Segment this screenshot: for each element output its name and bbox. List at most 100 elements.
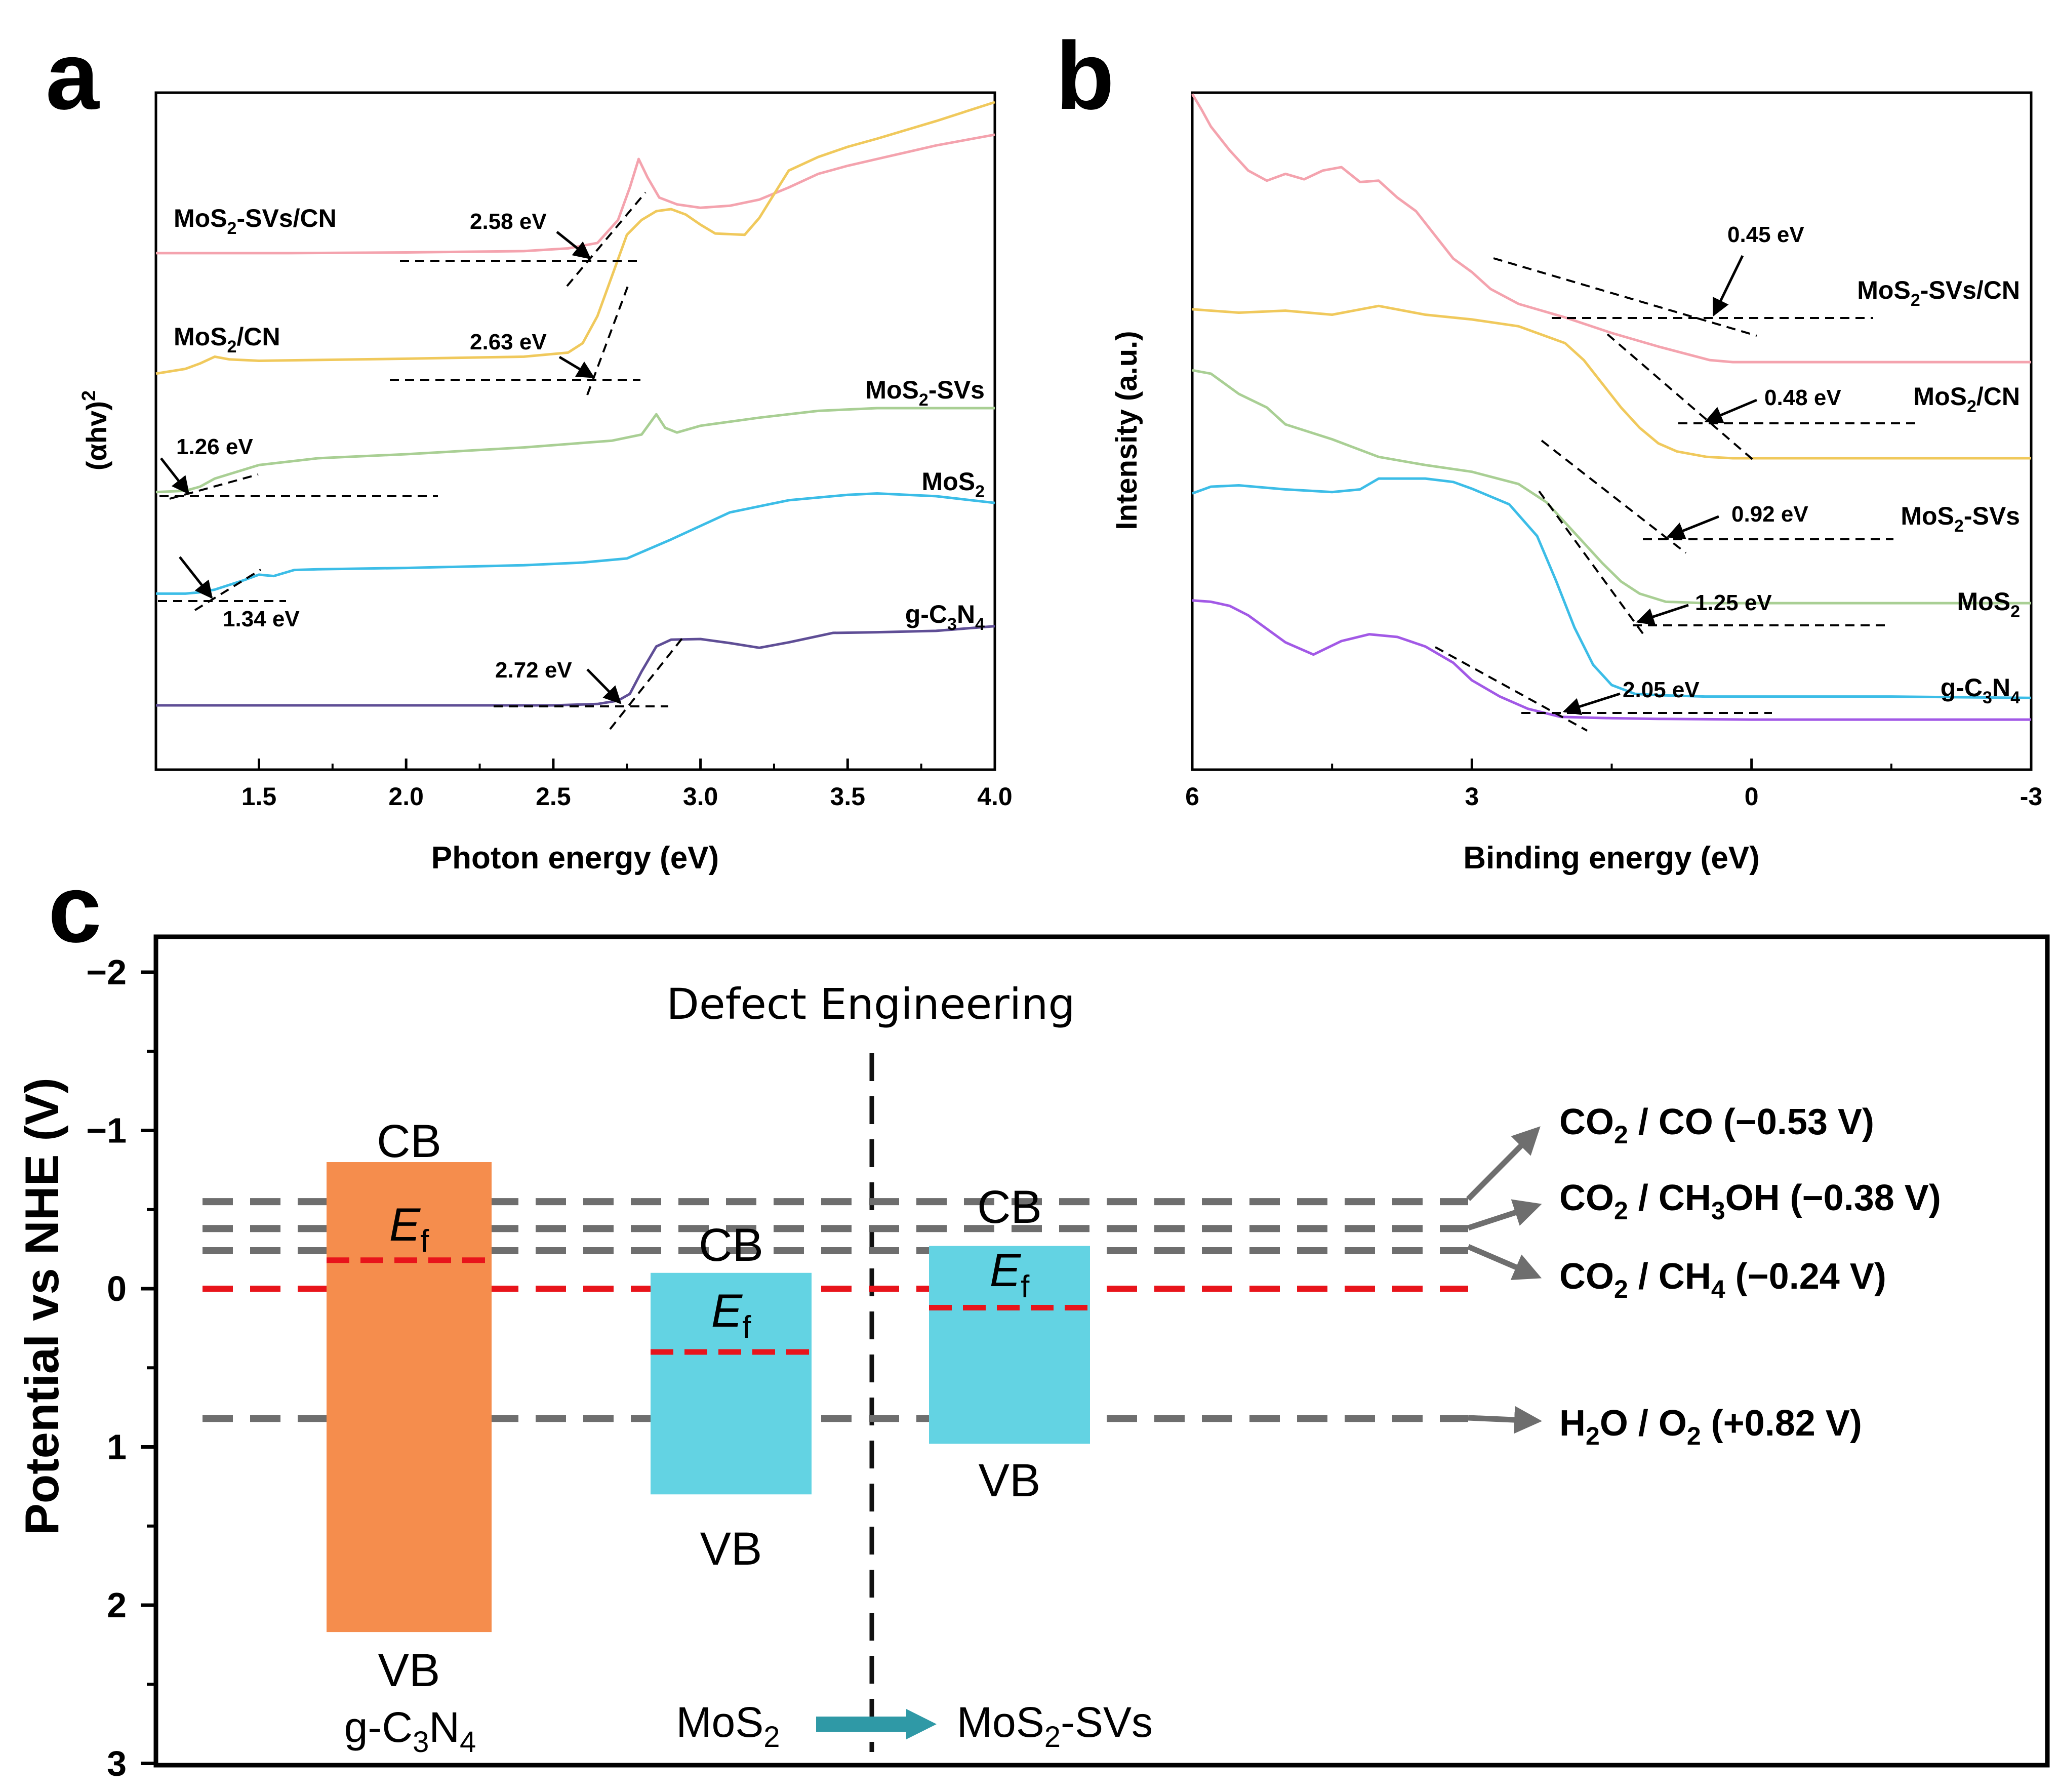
anno-b-2-05: 2.05 eV: [1623, 678, 1700, 702]
fit-b-tangent-gcn: [1435, 646, 1588, 732]
panel-a-series: [155, 101, 995, 707]
panel-c: c −2 −1 0 1 2 3 Potential vs NHE (V) Defect E…: [15, 855, 2050, 1783]
panel-c-redox-arrows: [1466, 1126, 1542, 1434]
arrow-2-72: [586, 668, 622, 704]
y-tick-label: 1: [107, 1427, 127, 1467]
label-a-mos2-svs: MoS2-SVs: [865, 376, 985, 410]
panel-a-plot-frame: [154, 91, 996, 771]
panel-c-y-axis-label: Potential vs NHE (V): [15, 1078, 68, 1535]
arrow-b-0-48: [1704, 399, 1757, 423]
anno-b-0-48: 0.48 eV: [1764, 385, 1841, 410]
panel-label-c: c: [48, 855, 102, 963]
x-tick-label: 3.5: [830, 782, 866, 811]
anno-b-0-92: 0.92 eV: [1731, 502, 1808, 527]
cb-label-gcn: CB: [377, 1116, 441, 1167]
anno-2-63: 2.63 eV: [470, 330, 547, 354]
panel-label-a: a: [46, 22, 100, 130]
series-line-mos2-cn: [1192, 304, 2031, 460]
label-a-mos2-cn: MoS2/CN: [174, 323, 280, 356]
transformation-arrow: [816, 1709, 937, 1739]
fit-b-tangent-mos2-svs-cn: [1493, 257, 1757, 337]
label-b-mos2-cn: MoS2/CN: [1913, 382, 2020, 416]
series-line-g-c3n4: [156, 625, 995, 707]
ef-label-mos2-svs: Ef: [990, 1245, 1030, 1304]
series-line-mos2-cn: [155, 101, 995, 375]
arrow-b-1-25: [1636, 604, 1689, 625]
panel-b-fit-lines: [1435, 257, 1916, 732]
arrow-2-63: [558, 355, 595, 379]
panel-b-annotations: 0.45 eV 0.48 eV 0.92 eV 1.25 eV 2.05 eV: [1623, 222, 1841, 702]
fit-b-tangent-mos2-cn: [1606, 333, 1755, 462]
label-b-mos2: MoS2: [1957, 587, 2020, 621]
label-a-mos2: MoS2: [922, 467, 985, 501]
panel-a: a 1.5 2.0 2.5 3.0 3.5 4.0 2.58 eV: [46, 22, 1013, 875]
band-g-c3n4: [327, 1162, 492, 1632]
panel-c-band-labels: CB VB CB VB CB VB Ef Ef Ef: [377, 1116, 1042, 1696]
arrow-1-26: [160, 457, 190, 495]
panel-label-b: b: [1056, 22, 1114, 130]
panel-c-redox-labels: CO2 / CO (−0.53 V) CO2 / CH3OH (−0.38 V)…: [1559, 1102, 1941, 1450]
redox-arrow-co: [1466, 1126, 1541, 1201]
x-tick-label: 0: [1745, 782, 1759, 811]
redox-ch3oh: CO2 / CH3OH (−0.38 V): [1559, 1178, 1941, 1225]
cb-label-mos2: CB: [699, 1219, 763, 1271]
ef-label-gcn: Ef: [389, 1199, 429, 1259]
panel-b-plot-frame: [1191, 91, 2033, 771]
panel-a-y-axis-label: (αhv)2: [78, 390, 112, 470]
y-tick-label: 2: [107, 1585, 127, 1625]
fit-tangent-mos2-svs: [169, 473, 259, 500]
panel-b-annotation-arrows: [1562, 255, 1757, 715]
y-tick-label: −1: [86, 1111, 127, 1150]
anno-b-1-25: 1.25 eV: [1695, 590, 1772, 615]
fit-tangent-mos2: [194, 569, 262, 611]
vb-label-mos2: VB: [700, 1523, 762, 1575]
arrow-1-34: [179, 556, 213, 599]
anno-1-34: 1.34 eV: [223, 607, 300, 631]
material-label-gcn: g-C3N4: [344, 1703, 476, 1759]
redox-arrow-ch4: [1467, 1244, 1542, 1280]
panel-a-fit-lines: [158, 191, 685, 730]
arrow-b-2-05: [1562, 692, 1621, 715]
fit-b-tangent-mos2-svs: [1541, 440, 1687, 554]
material-label-mos2-svs: MoS2-SVs: [957, 1698, 1153, 1754]
panel-a-annotations: 2.58 eV 2.63 eV 1.26 eV 1.34 eV 2.72 eV: [176, 209, 572, 683]
series-line-mos2: [1192, 477, 2032, 699]
redox-arrow-o2: [1468, 1406, 1542, 1434]
y-tick-label: 0: [107, 1269, 127, 1308]
x-tick-label: 2.0: [388, 782, 424, 811]
x-tick-label: 6: [1185, 782, 1199, 811]
panel-c-bands: [327, 1162, 1090, 1632]
panel-b-x-axis-label: Binding energy (eV): [1463, 841, 1760, 875]
panel-a-x-axis-label: Photon energy (eV): [431, 841, 719, 875]
series-line-mos2-svs-cn: [156, 133, 995, 255]
x-tick-label: 2.5: [536, 782, 571, 811]
band-mos2: [651, 1272, 812, 1495]
redox-ch4: CO2 / CH4 (−0.24 V): [1559, 1256, 1886, 1303]
panel-b-x-ticks: 6 3 0 -3: [1185, 759, 2042, 811]
fit-tangent-mos2-cn: [586, 283, 630, 395]
label-b-mos2-svs: MoS2-SVs: [1901, 502, 2020, 536]
y-tick-label: −2: [86, 952, 127, 992]
x-tick-label: 4.0: [977, 782, 1013, 811]
series-line-mos2-svs: [1192, 369, 2031, 605]
redox-arrow-ch3oh: [1467, 1199, 1542, 1231]
series-line-mos2-svs: [155, 407, 995, 494]
fit-tangent-mos2-svs-cn: [566, 191, 647, 287]
series-line-mos2-svs-cn: [1191, 93, 2031, 364]
anno-b-0-45: 0.45 eV: [1727, 222, 1804, 247]
label-a-mos2-svs-cn: MoS2-SVs/CN: [174, 204, 337, 238]
panel-a-x-ticks: 1.5 2.0 2.5 3.0 3.5 4.0: [241, 759, 1013, 811]
label-b-gcn: g-C3N4: [1941, 673, 2020, 707]
redox-o2: H2O / O2 (+0.82 V): [1559, 1403, 1862, 1450]
label-b-mos2-svs-cn: MoS2-SVs/CN: [1857, 276, 2020, 310]
vb-label-gcn: VB: [378, 1645, 440, 1696]
fit-tangent-gcn: [609, 634, 685, 730]
panel-b-y-axis-label: Intensity (a.u.): [1110, 331, 1143, 530]
panel-b-series-labels: MoS2-SVs/CN MoS2/CN MoS2-SVs MoS2 g-C3N4: [1857, 276, 2020, 707]
panel-c-y-ticks: −2 −1 0 1 2 3: [86, 952, 156, 1783]
arrow-b-0-92: [1666, 515, 1719, 539]
x-tick-label: -3: [2020, 782, 2042, 811]
defect-engineering-title: Defect Engineering: [666, 979, 1075, 1029]
series-line-mos2: [156, 492, 995, 595]
series-line-g-c3n4: [1192, 599, 2031, 721]
